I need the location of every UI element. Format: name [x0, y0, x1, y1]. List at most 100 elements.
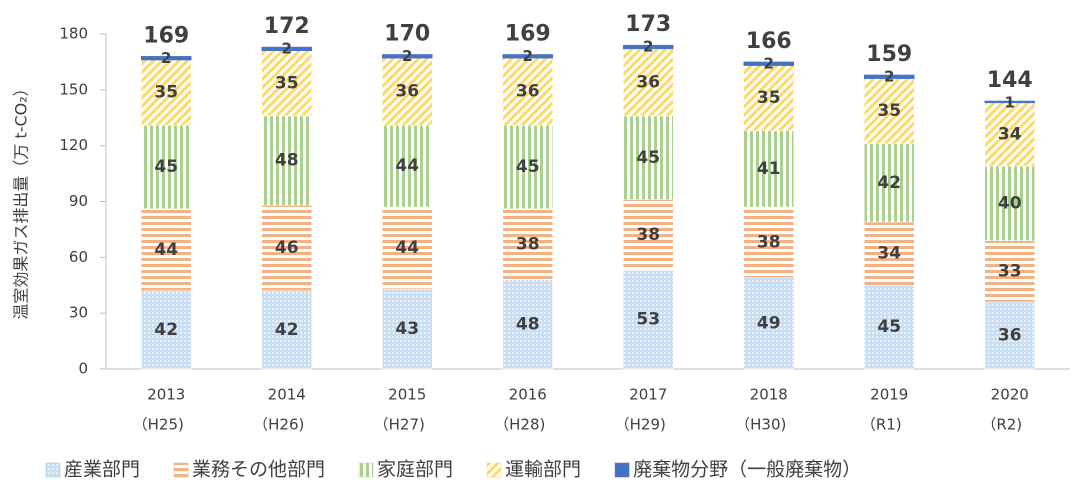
x-tick-label: 2013: [147, 386, 185, 404]
total-label: 166: [746, 29, 792, 54]
value-label: 38: [757, 232, 781, 252]
value-label: 53: [636, 310, 660, 330]
y-tick-label: 120: [59, 136, 88, 154]
value-label: 2: [402, 47, 412, 65]
total-label: 170: [384, 21, 430, 46]
bar-segment: [743, 206, 794, 279]
value-label: 35: [154, 83, 178, 103]
value-label: 42: [154, 320, 178, 340]
bar-segment: [261, 46, 312, 52]
value-label: 2: [764, 54, 774, 72]
y-tick-label: 30: [69, 304, 88, 322]
x-tick-label: 2018: [750, 386, 788, 404]
bar-segment: [623, 44, 674, 50]
bar-segment: [743, 65, 794, 132]
bar-segment: [743, 277, 794, 370]
value-label: 35: [757, 88, 781, 108]
bar-segment: [141, 59, 192, 126]
bar-segment: [984, 102, 1035, 167]
bar-segment: [502, 57, 553, 126]
bar-segment: [984, 100, 1035, 104]
value-label: 42: [275, 320, 299, 340]
bar-segment: [984, 301, 1035, 370]
value-label: 36: [636, 72, 660, 92]
value-label: 45: [516, 157, 540, 177]
y-tick-label: 0: [78, 360, 88, 378]
x-tick-sublabel: （H30): [735, 416, 786, 434]
x-tick-label: 2017: [629, 386, 667, 404]
value-label: 38: [636, 225, 660, 245]
value-label: 46: [275, 238, 299, 258]
value-label: 44: [395, 156, 419, 176]
bar-segment: [864, 78, 915, 145]
legend-swatch: [358, 462, 374, 478]
bar-segment: [261, 290, 312, 370]
value-label: 33: [998, 261, 1022, 281]
x-tick-label: 2020: [991, 386, 1029, 404]
bar-segment: [141, 56, 192, 61]
legend-swatch: [45, 462, 61, 478]
bar-segment: [382, 57, 433, 126]
x-tick-label: 2016: [509, 386, 547, 404]
y-axis-label: 温室効果ガス排出量（万 t-CO₂）: [12, 80, 31, 319]
value-label: 44: [395, 238, 419, 258]
legend-swatch: [614, 462, 630, 478]
bar-segment: [141, 124, 192, 210]
bar-segment: [261, 115, 312, 206]
legend-label: 産業部門: [64, 459, 140, 481]
x-tick-sublabel: （H25): [133, 416, 184, 434]
x-tick-sublabel: （H28): [494, 416, 545, 434]
x-tick-label: 2014: [268, 386, 306, 404]
value-label: 42: [877, 173, 901, 193]
bar-segment: [743, 130, 794, 208]
bar-segment: [382, 206, 433, 290]
value-label: 36: [998, 326, 1022, 346]
x-tick-sublabel: （R1): [861, 416, 902, 434]
legend-label: 廃棄物分野（一般廃棄物）: [633, 459, 861, 481]
value-label: 2: [161, 49, 171, 67]
value-label: 2: [282, 40, 292, 58]
value-label: 48: [516, 314, 540, 334]
bar-segment: [623, 199, 674, 271]
y-tick-label: 180: [59, 25, 88, 43]
x-tick-sublabel: （R2): [981, 416, 1022, 434]
bar-segment: [382, 288, 433, 370]
bar-segment: [502, 54, 553, 59]
legend-swatch: [486, 462, 502, 478]
y-tick-label: 60: [69, 248, 88, 266]
value-label: 49: [757, 313, 781, 333]
total-label: 172: [264, 14, 310, 39]
value-label: 2: [523, 47, 533, 65]
bar-segment: [502, 279, 553, 370]
bar-segment: [623, 115, 674, 200]
value-label: 45: [877, 317, 901, 337]
value-label: 41: [757, 159, 781, 179]
value-label: 2: [884, 67, 894, 85]
value-label: 45: [154, 157, 178, 177]
value-label: 36: [395, 82, 419, 102]
x-tick-sublabel: （H26): [253, 416, 304, 434]
total-label: 173: [625, 12, 671, 37]
bar-segment: [141, 208, 192, 292]
bar-segment: [623, 48, 674, 117]
total-label: 159: [866, 42, 912, 67]
bar-segment: [382, 124, 433, 208]
value-label: 40: [998, 193, 1022, 213]
legend-label: 業務その他部門: [192, 459, 325, 481]
y-tick-label: 90: [69, 192, 88, 210]
x-tick-label: 2019: [870, 386, 908, 404]
value-label: 43: [395, 319, 419, 339]
legend-swatch: [173, 462, 189, 478]
bar-segment: [382, 54, 433, 59]
bar-segment: [502, 124, 553, 210]
bar-segment: [502, 208, 553, 280]
value-label: 35: [877, 101, 901, 121]
value-label: 34: [998, 125, 1022, 145]
total-label: 169: [143, 23, 189, 48]
value-label: 34: [877, 244, 901, 264]
value-label: 38: [516, 234, 540, 254]
bar-segment: [261, 204, 312, 292]
total-label: 169: [505, 21, 551, 46]
x-tick-label: 2015: [388, 386, 426, 404]
